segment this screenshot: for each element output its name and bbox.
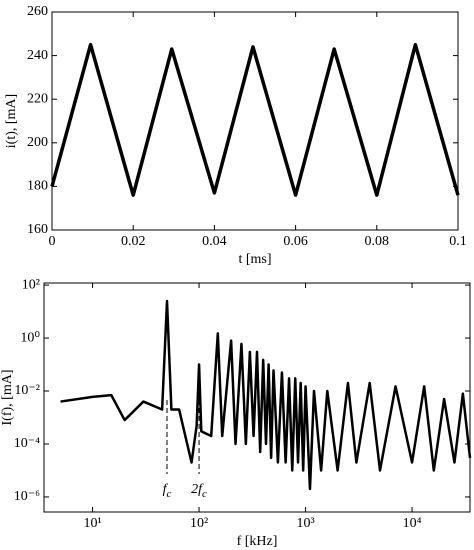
plot-frame (51, 11, 459, 231)
x-tick-label: 0 (49, 234, 56, 249)
x-tick-label: 10¹ (83, 516, 101, 531)
y-tick-label: 220 (27, 91, 48, 106)
x-tick-label: 10⁴ (403, 516, 422, 531)
x-axis-label: t [ms] (238, 252, 271, 267)
y-tick-label: 200 (27, 135, 48, 150)
annotation: fc (163, 482, 172, 499)
annotation-text: f (163, 482, 169, 497)
y-tick-label: 160 (27, 222, 48, 237)
data-line (60, 299, 472, 491)
y-tick-label: 10⁰ (20, 330, 40, 345)
x-axis-label: f [kHz] (237, 534, 278, 549)
y-tick-label: 10⁻⁶ (14, 489, 40, 504)
y-axis-label: i(t), [mA] (4, 94, 19, 148)
y-tick-label: 260 (27, 4, 48, 19)
y-tick-label: 180 (27, 179, 48, 194)
x-tick-label: 0.04 (202, 234, 227, 249)
x-tick-label: 0.06 (283, 234, 308, 249)
y-tick-label: 10⁻² (14, 383, 40, 398)
x-tick-label: 0.02 (121, 234, 146, 249)
annotation-sub: c (202, 488, 207, 500)
plot-frame (43, 282, 471, 513)
y-tick-label: 10² (22, 277, 40, 292)
x-tick-label: 10² (190, 516, 208, 531)
annotation: 2fc (191, 482, 207, 499)
annotation-sub: c (166, 488, 171, 500)
y-axis-label: I(f), [mA] (0, 370, 15, 426)
x-tick-label: 0.08 (365, 234, 390, 249)
x-tick-label: 0.1 (449, 234, 467, 249)
y-tick-label: 240 (27, 48, 48, 63)
data-line (50, 42, 460, 197)
x-tick-label: 10³ (296, 516, 314, 531)
annotation-text: 2f (191, 482, 204, 497)
y-tick-label: 10⁻⁴ (14, 436, 40, 451)
